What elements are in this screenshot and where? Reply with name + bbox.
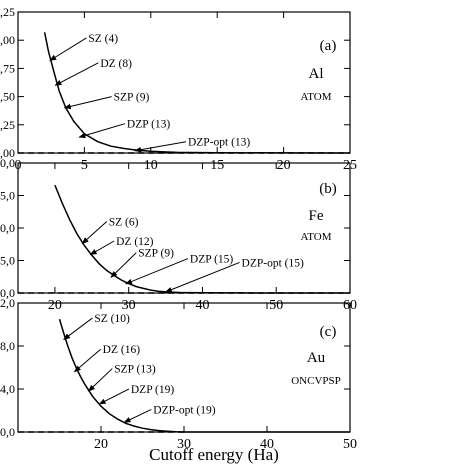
- x-tick-label: 10: [144, 158, 158, 173]
- annotation-label: DZP (19): [131, 384, 175, 396]
- annotation-label: SZP (13): [114, 364, 156, 376]
- x-tick-label: 50: [343, 437, 357, 452]
- y-tick-label: 1,00: [0, 33, 15, 47]
- y-tick-label: 0,75: [0, 61, 15, 75]
- x-tick-label: 20: [277, 158, 291, 173]
- y-tick-label: 0,25: [0, 118, 15, 132]
- x-tick-label: 15: [210, 158, 224, 173]
- annotation-label: SZ (10): [94, 313, 130, 325]
- method-label: ATOM: [301, 91, 332, 103]
- annotation-arrow: [110, 252, 137, 278]
- panel-label: (a): [320, 38, 337, 54]
- panel-label: (b): [319, 181, 337, 197]
- annotation-arrow: [164, 261, 240, 293]
- panel-frame: [17, 162, 351, 294]
- annotation-label: DZ (8): [100, 58, 132, 70]
- annotation-arrow: [88, 368, 113, 392]
- x-tick-label: 5: [81, 158, 88, 173]
- y-tick-label: 0,00: [0, 146, 15, 160]
- annotation-arrow: [63, 96, 112, 110]
- annotation-label: SZP (9): [138, 248, 174, 260]
- method-label: ATOM: [301, 231, 332, 243]
- annotation-arrow: [123, 408, 152, 423]
- panel-3: 20 30 40 50 0,0 4,0 8,0 12,0 SZ (10) DZ (16) SZP (…: [0, 296, 357, 452]
- annotation-arrow: [54, 62, 99, 86]
- annotation-label: SZ (4): [88, 33, 118, 45]
- annotation-label: SZ (6): [109, 217, 139, 229]
- panel-label: (c): [320, 324, 337, 340]
- y-tick-label: 1,25: [0, 5, 15, 19]
- y-tick-label: 0,50: [0, 90, 15, 104]
- x-axis-label: Cutoff energy (Ha): [149, 445, 279, 464]
- x-tick-label: 50: [269, 298, 283, 313]
- element-label: Fe: [309, 208, 324, 224]
- y-tick-label: 4,0: [0, 382, 15, 396]
- annotation-arrow: [63, 317, 93, 340]
- annotation-arrow: [98, 388, 130, 405]
- annotation-label: DZP (15): [190, 254, 234, 266]
- y-tick-label: 15,0: [0, 189, 15, 203]
- annotation-arrow: [125, 258, 189, 285]
- x-tick-label: 40: [195, 298, 209, 313]
- y-tick-label: 10,0: [0, 221, 15, 235]
- annotation-arrow: [49, 37, 87, 61]
- annotation-arrow: [73, 348, 101, 373]
- annotation-arrow: [134, 141, 187, 153]
- x-tick-label: 30: [177, 437, 191, 452]
- annotation-arrow: [81, 221, 108, 245]
- y-tick-label: 0,0: [0, 286, 15, 300]
- annotation-arrow: [89, 240, 115, 256]
- annotation-label: DZP-opt (13): [188, 137, 250, 149]
- annotation-label: DZP-opt (19): [153, 404, 215, 416]
- y-tick-label: 8,0: [0, 339, 15, 353]
- y-tick-label: 0,0: [0, 425, 15, 439]
- method-label: ONCVPSP: [291, 375, 341, 387]
- y-tick-label: 12,0: [0, 296, 15, 310]
- y-tick-label: 20,0: [0, 156, 15, 170]
- x-tick-label: 40: [260, 437, 274, 452]
- x-tick-label: 20: [94, 437, 108, 452]
- annotation-label: SZP (9): [114, 92, 150, 104]
- y-tick-label: 5,0: [0, 254, 15, 268]
- annotation-label: DZP-opt (15): [242, 257, 304, 269]
- x-tick-label: 30: [122, 298, 136, 313]
- annotation-arrow: [78, 123, 126, 139]
- annotation-label: DZ (16): [103, 344, 141, 356]
- element-label: Au: [307, 350, 326, 366]
- annotation-label: DZP (13): [127, 119, 171, 131]
- element-label: Al: [309, 66, 324, 82]
- panel-frame: [17, 11, 351, 154]
- annotation-label: DZ (12): [116, 236, 154, 248]
- x-tick-label: 20: [48, 298, 62, 313]
